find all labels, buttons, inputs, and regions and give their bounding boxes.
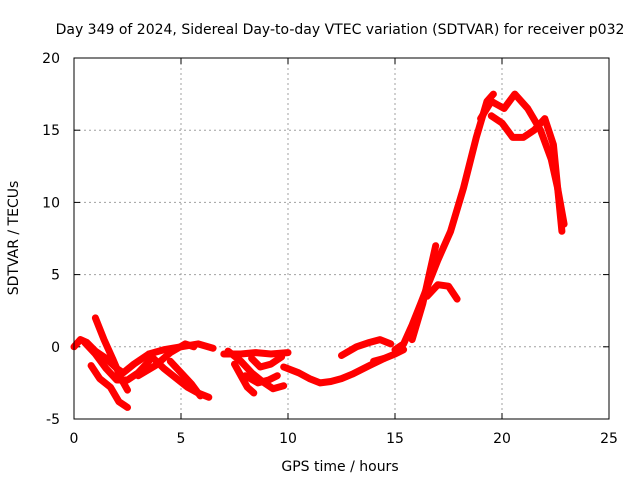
series-arc11 [248,353,286,371]
x-tick-label: 15 [386,431,404,447]
series-arc20 [477,90,568,228]
y-tick-label: 10 [42,195,60,211]
series-arc10 [231,360,258,397]
y-tick-label: 0 [51,340,60,356]
series-arc7 [134,340,198,380]
series-arc12 [241,372,281,387]
x-tick-label: 20 [493,431,511,447]
series-arc3 [87,362,131,411]
series-arc13 [280,354,388,387]
series-arc18 [423,281,461,303]
series-arc6 [166,357,204,400]
x-tick-label: 10 [279,431,297,447]
y-tick-label: 20 [42,51,60,67]
grid-layer [74,58,609,419]
y-tick-label: -5 [46,412,60,428]
y-axis-label: SDTVAR / TECUs [6,181,22,296]
y-tick-label: 15 [42,123,60,139]
series-arc16 [391,90,497,354]
x-axis-label: GPS time / hours [281,459,398,475]
x-tick-label: 25 [600,431,618,447]
series-arc19 [487,112,566,235]
series-arc17 [408,242,440,344]
x-tick-label: 0 [70,431,79,447]
series-arc15 [370,346,408,365]
series-layer [70,90,568,411]
series-arc9 [224,347,288,393]
x-tick-label: 5 [177,431,186,447]
chart-title: Day 349 of 2024, Sidereal Day-to-day VTE… [56,22,625,38]
plot-frame [73,57,610,420]
y-tick-label: 5 [51,268,60,284]
series-arc14 [338,336,395,359]
